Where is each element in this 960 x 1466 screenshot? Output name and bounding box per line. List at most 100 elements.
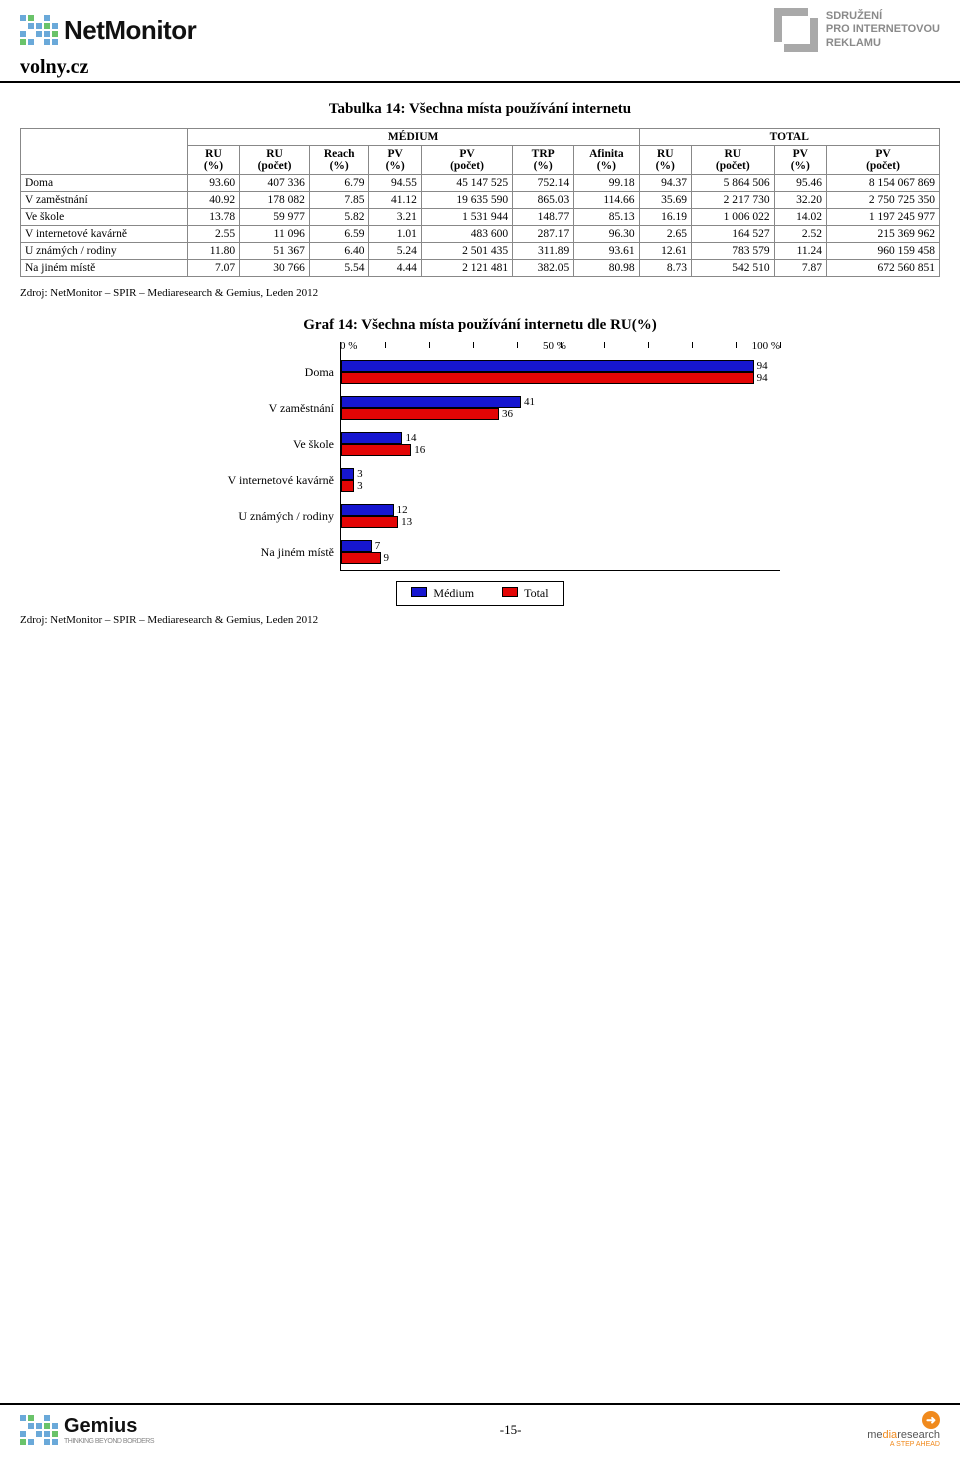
chart-bar-medium: 3 [341,468,354,480]
chart-bar-medium: 41 [341,396,521,408]
chart-bar-value-label: 36 [502,408,513,420]
table-cell: 2.55 [187,226,239,243]
table-cell: 12.61 [639,243,691,260]
table-col-header: Afinita(%) [574,146,639,175]
table-cell: 2 121 481 [421,260,512,277]
chart-bar-total: 94 [341,372,754,384]
table-row-name: V zaměstnání [21,192,188,209]
table-cell: 93.61 [574,243,639,260]
mediaresearch-subtitle: A STEP AHEAD [867,1441,940,1448]
table-cell: 14.02 [774,209,826,226]
table-cell: 95.46 [774,175,826,192]
table-cell: 5.54 [309,260,369,277]
chart-row-bars: 9494 [341,354,780,390]
spir-logo-text: SDRUŽENÍ PRO INTERNETOVOU REKLAMU [826,10,940,50]
chart-bar-value-label: 3 [357,480,363,492]
chart-bar-value-label: 41 [524,396,535,408]
table-cell: 672 560 851 [827,260,940,277]
legend-item-total: Total [502,586,549,601]
table-cell: 287.17 [513,226,574,243]
chart-category-label: V internetové kavárně [140,462,340,498]
table-row: V zaměstnání40.92178 0827.8541.1219 635 … [21,192,940,209]
table-cell: 542 510 [691,260,774,277]
chart-bar-value-label: 12 [397,504,408,516]
mediaresearch-icon: ➜ [922,1411,940,1429]
table-cell: 51 367 [240,243,310,260]
table-cell: 311.89 [513,243,574,260]
table-row-name: Doma [21,175,188,192]
chart-category-label: Na jiném místě [140,534,340,570]
table-row: Doma93.60407 3366.7994.5545 147 525752.1… [21,175,940,192]
table-cell: 13.78 [187,209,239,226]
chart-bar-total: 3 [341,480,354,492]
source-note-1: Zdroj: NetMonitor – SPIR – Mediaresearch… [0,285,960,299]
site-title: volny.cz [0,52,960,83]
chart-bar-total: 13 [341,516,398,528]
table-cell: 8.73 [639,260,691,277]
legend-item-medium: Médium [411,586,474,601]
table-col-header: PV(počet) [827,146,940,175]
table-col-header: PV(%) [774,146,826,175]
table-cell: 16.19 [639,209,691,226]
table-cell: 11.24 [774,243,826,260]
table-cell: 59 977 [240,209,310,226]
table-cell: 1 006 022 [691,209,774,226]
table-cell: 11 096 [240,226,310,243]
table-row: U známých / rodiny11.8051 3676.405.242 5… [21,243,940,260]
netmonitor-logo-text: NetMonitor [64,15,196,46]
table-cell: 407 336 [240,175,310,192]
netmonitor-logo-dots [20,15,58,45]
chart-bar-medium: 12 [341,504,394,516]
chart-bar-total: 9 [341,552,381,564]
spir-line1: SDRUŽENÍ [826,10,940,23]
table-cell: 2 750 725 350 [827,192,940,209]
table-cell: 2.65 [639,226,691,243]
chart-category-label: Doma [140,354,340,390]
bar-chart: 0 %50 %100 % DomaV zaměstnáníVe školeV i… [140,342,820,606]
table-cell: 7.07 [187,260,239,277]
chart-bar-value-label: 3 [357,468,363,480]
chart-bar-value-label: 94 [757,360,768,372]
table-row-name: Ve škole [21,209,188,226]
table-cell: 382.05 [513,260,574,277]
table-cell: 164 527 [691,226,774,243]
chart-category-column: DomaV zaměstnáníVe školeV internetové ka… [140,342,340,571]
table-row-name: U známých / rodiny [21,243,188,260]
table-cell: 96.30 [574,226,639,243]
table-cell: 11.80 [187,243,239,260]
table-cell: 2 217 730 [691,192,774,209]
table-cell: 8 154 067 869 [827,175,940,192]
chart-bar-value-label: 9 [384,552,390,564]
table-cell: 5.82 [309,209,369,226]
chart-bar-value-label: 94 [757,372,768,384]
gemius-logo-text: Gemius [64,1415,154,1438]
table-cell: 35.69 [639,192,691,209]
table-corner-cell [21,129,188,175]
page-footer: Gemius THINKING BEYOND BORDERS -15- ➜ me… [0,1403,960,1448]
netmonitor-logo: NetMonitor [20,15,196,46]
table-cell: 865.03 [513,192,574,209]
chart-legend: Médium Total [396,581,563,606]
table-cell: 1.01 [369,226,421,243]
table-cell: 1 531 944 [421,209,512,226]
mediaresearch-text: mediaresearch [867,1429,940,1441]
table-col-header: PV(%) [369,146,421,175]
table-cell: 45 147 525 [421,175,512,192]
table-cell: 2 501 435 [421,243,512,260]
table-cell: 41.12 [369,192,421,209]
spir-line2: PRO INTERNETOVOU [826,23,940,36]
table-cell: 7.87 [774,260,826,277]
table-row-name: Na jiném místě [21,260,188,277]
mediaresearch-logo: ➜ mediaresearch A STEP AHEAD [867,1411,940,1448]
table-col-header: TRP(%) [513,146,574,175]
data-table: MÉDIUM TOTAL RU(%)RU(počet)Reach(%)PV(%)… [20,128,940,277]
table-col-header: RU(počet) [691,146,774,175]
table-cell: 40.92 [187,192,239,209]
table-cell: 1 197 245 977 [827,209,940,226]
table-col-header: RU(%) [187,146,239,175]
chart-bar-value-label: 13 [401,516,412,528]
chart-bar-medium: 7 [341,540,372,552]
legend-swatch-red [502,587,518,597]
table-cell: 94.37 [639,175,691,192]
table-cell: 6.79 [309,175,369,192]
